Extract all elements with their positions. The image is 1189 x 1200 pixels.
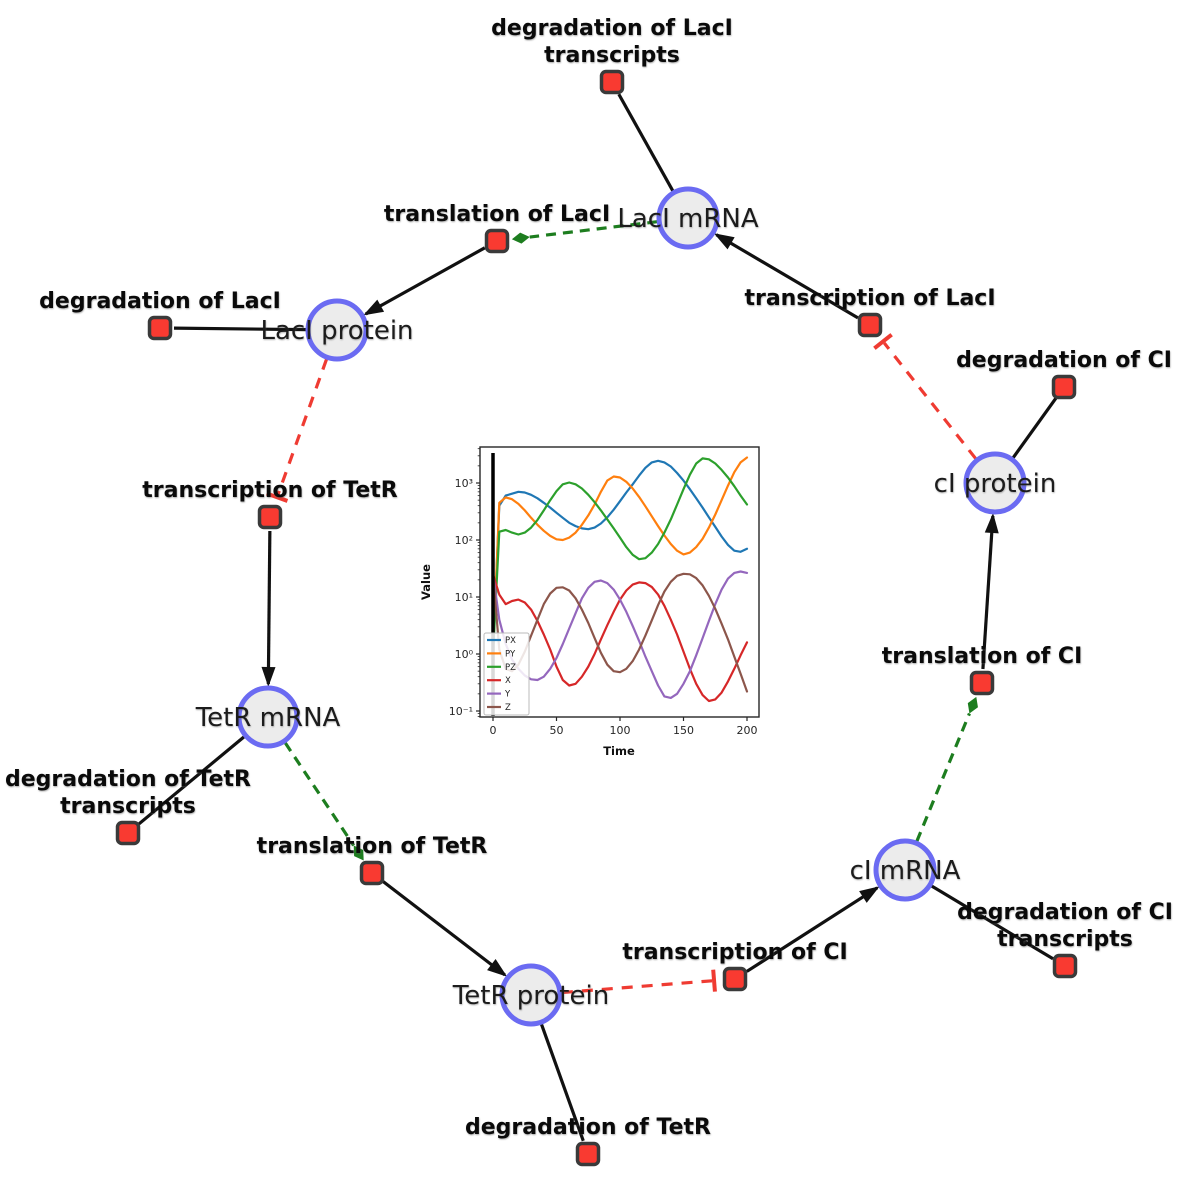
legend-label-py: PY (505, 649, 516, 659)
legend-label-pz: PZ (505, 663, 516, 673)
reaction-label-deg-laci-tx-line2: transcripts (544, 43, 680, 68)
series-line-pz (491, 457, 749, 656)
edge-txn-ci-ci-mrna (745, 886, 879, 973)
tbar-inhibition-icon (711, 969, 717, 992)
diamond-modifier-icon (967, 696, 978, 714)
arrowhead-icon (363, 299, 385, 316)
species-label-laci-protein: LacI protein (260, 316, 413, 346)
x-tick-label: 150 (673, 724, 694, 737)
arrowhead-icon (487, 959, 508, 977)
legend-label-x: X (505, 676, 511, 686)
reaction-label-deg-laci-tx-line1: degradation of LacI (491, 16, 733, 41)
edge-laci-protein-deg-laci (173, 326, 307, 332)
reaction-label-deg-ci-tx-line2: transcripts (997, 927, 1133, 952)
reaction-node-deg-tetr[interactable] (575, 1141, 601, 1167)
reaction-label-transl-ci: translation of CI (882, 644, 1083, 669)
reaction-label-deg-tetr: degradation of TetR (465, 1115, 711, 1140)
labels-layer: LacI mRNA LacI protein TetR mRNA TetR prote… (5, 16, 1173, 1140)
y-axis-label: Value (419, 564, 433, 600)
diamond-modifier-icon (353, 845, 364, 861)
edge-ci-mrna-transl-ci (915, 712, 971, 842)
tbar-inhibition-icon (266, 491, 289, 503)
tbar-inhibition-icon (873, 333, 893, 350)
reaction-label-txn-ci: transcription of CI (622, 940, 847, 965)
y-tick-label: 10⁻¹ (449, 705, 473, 718)
edge-tetr-mrna-deg-tetr-tx (137, 735, 246, 826)
arrowhead-icon (261, 666, 276, 688)
reaction-label-deg-laci: degradation of LacI (39, 289, 281, 314)
x-tick-label: 50 (550, 724, 564, 737)
reaction-label-transl-laci: translation of LacI (384, 202, 610, 227)
x-axis-label: Time (603, 744, 635, 758)
reaction-node-txn-laci[interactable] (857, 312, 883, 338)
legend-label-y: Y (504, 690, 511, 700)
arrowhead-icon (713, 233, 735, 250)
species-label-laci-mrna: LacI mRNA (617, 204, 758, 234)
series-line-py (491, 456, 749, 656)
edge-tetr-protein-txn-ci (561, 979, 713, 995)
y-tick-label: 10⁰ (455, 648, 474, 661)
reaction-node-transl-tetr[interactable] (359, 860, 385, 886)
reaction-label-deg-tetr-tx-line2: transcripts (60, 794, 196, 819)
x-tick-label: 0 (490, 724, 497, 737)
reaction-node-deg-laci-tx[interactable] (599, 69, 625, 95)
reaction-node-deg-ci[interactable] (1051, 374, 1077, 400)
reaction-node-txn-tetr[interactable] (257, 504, 283, 530)
reaction-node-deg-ci-tx[interactable] (1052, 953, 1078, 979)
reaction-node-txn-ci[interactable] (722, 966, 748, 992)
reaction-node-deg-laci[interactable] (147, 315, 173, 341)
y-tick-label: 10¹ (455, 591, 473, 604)
diamond-modifier-icon (511, 232, 530, 244)
x-tick-label: 200 (737, 724, 758, 737)
edge-transl-tetr-tetr-protein (382, 880, 506, 977)
edge-ci-protein-txn-laci (883, 342, 978, 460)
x-tick-label: 100 (610, 724, 631, 737)
species-label-ci-protein: cI protein (934, 469, 1057, 499)
reaction-node-deg-tetr-tx[interactable] (115, 820, 141, 846)
y-tick-label: 10² (455, 534, 473, 547)
reaction-label-txn-tetr: transcription of TetR (142, 478, 398, 503)
edge-tetr-protein-deg-tetr (539, 1023, 585, 1142)
legend: PX PY PZ XYZ (483, 632, 530, 716)
arrowhead-icon (859, 886, 880, 903)
edge-transl-ci-ci-protein (981, 515, 995, 670)
reaction-node-transl-ci[interactable] (969, 670, 995, 696)
species-node-laci-protein[interactable] (305, 298, 369, 362)
y-tick-label: 10³ (455, 477, 473, 490)
nodes-layer (115, 69, 1078, 1167)
reaction-label-transl-tetr: translation of TetR (257, 834, 488, 859)
species-node-tetr-mrna[interactable] (236, 685, 300, 749)
edge-laci-mrna-deg-laci-tx (617, 93, 675, 192)
edge-transl-laci-laci-protein (365, 246, 486, 316)
series-line-z (491, 572, 749, 693)
reaction-label-deg-ci: degradation of CI (956, 348, 1172, 373)
reaction-label-deg-ci-tx-line1: degradation of CI (957, 900, 1173, 925)
timeseries-inset-chart: Time Value 0 50 100 150 200 10⁻¹ 10⁰ 10¹ 10² 10³ P… (419, 446, 760, 758)
reaction-label-deg-tetr-tx-line1: degradation of TetR (5, 767, 251, 792)
edge-txn-laci-laci-mrna (715, 233, 859, 320)
arrowhead-icon (984, 512, 999, 534)
species-node-tetr-protein[interactable] (499, 963, 563, 1027)
edge-laci-protein-txn-tetr (276, 358, 329, 496)
edge-ci-mrna-deg-ci-tx (930, 884, 1054, 961)
edges-layer (137, 93, 1058, 1142)
species-node-ci-protein[interactable] (963, 451, 1027, 515)
species-node-laci-mrna[interactable] (656, 186, 720, 250)
legend-label-z: Z (505, 703, 511, 713)
edge-laci-mrna-transl-laci (529, 220, 658, 239)
species-node-ci-mrna[interactable] (873, 838, 937, 902)
species-label-tetr-protein: TetR protein (452, 981, 609, 1011)
edge-txn-tetr-tetr-mrna (266, 530, 272, 685)
legend-label-px: PX (505, 636, 516, 646)
edge-ci-protein-deg-ci (1011, 397, 1058, 459)
species-label-ci-mrna: cI mRNA (850, 856, 961, 886)
reaction-label-txn-laci: transcription of LacI (744, 286, 995, 311)
species-label-tetr-mrna: TetR mRNA (195, 703, 341, 733)
reaction-node-transl-laci[interactable] (484, 228, 510, 254)
edge-tetr-mrna-transl-tetr (283, 741, 356, 847)
series-line-px (491, 459, 749, 656)
series-line-y (491, 570, 749, 699)
